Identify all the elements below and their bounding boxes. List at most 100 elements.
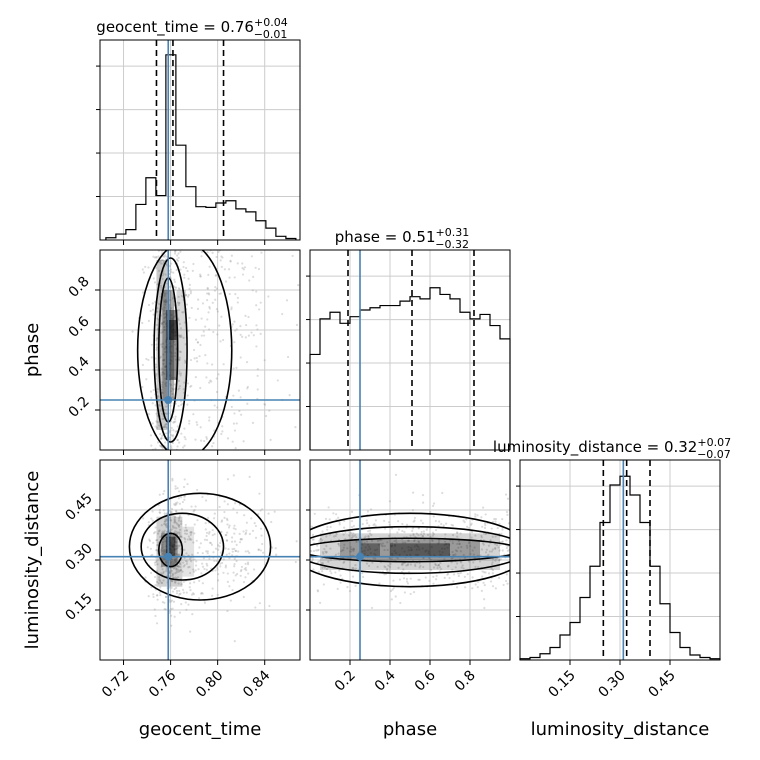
scatter-point: [405, 577, 409, 581]
scatter-point: [494, 535, 497, 538]
density-block-2: [165, 310, 178, 380]
scatter-point: [152, 388, 155, 392]
scatter-point: [457, 540, 461, 543]
ytick-label-phase-3: 0.8: [66, 274, 93, 301]
scatter-point: [169, 561, 172, 564]
scatter-point: [388, 557, 391, 560]
hist-geocent_time: [105, 54, 297, 240]
scatter-point: [246, 387, 249, 390]
scatter-point: [179, 336, 182, 339]
scatter-point: [255, 304, 258, 307]
scatter-point: [487, 553, 490, 556]
scatter-point: [178, 533, 181, 536]
scatter-point: [168, 539, 171, 542]
scatter-point: [151, 422, 154, 425]
scatter-point: [267, 295, 270, 298]
scatter-point: [168, 431, 172, 434]
scatter-point: [160, 445, 163, 448]
scatter-point: [215, 308, 219, 311]
scatter-point: [169, 600, 173, 603]
scatter-point: [389, 589, 393, 593]
scatter-point: [175, 521, 178, 525]
scatter-point: [162, 309, 166, 312]
scatter-point: [185, 532, 188, 536]
scatter-point: [405, 580, 409, 583]
scatter-point: [240, 568, 243, 572]
scatter-point: [219, 541, 222, 545]
scatter-point: [189, 385, 192, 388]
scatter-point: [256, 388, 259, 391]
scatter-point: [165, 518, 168, 521]
scatter-point: [158, 261, 161, 264]
scatter-point: [169, 299, 172, 302]
scatter-point: [164, 608, 167, 611]
scatter-point: [259, 301, 262, 304]
scatter-point: [196, 341, 200, 344]
scatter-point: [183, 538, 187, 541]
scatter-point: [164, 365, 167, 368]
scatter-point: [437, 563, 440, 567]
scatter-point: [342, 533, 345, 536]
scatter-point: [505, 546, 509, 550]
scatter-point: [183, 427, 186, 430]
scatter-point: [149, 547, 152, 550]
scatter-point: [414, 535, 417, 538]
scatter-point: [329, 525, 332, 529]
scatter-point: [176, 259, 180, 262]
scatter-point: [192, 541, 195, 544]
scatter-point: [241, 335, 244, 338]
scatter-point: [424, 576, 427, 579]
scatter-point: [177, 379, 180, 383]
scatter-point: [480, 536, 483, 539]
scatter-point: [179, 569, 182, 572]
scatter-point: [162, 255, 165, 258]
scatter-point: [175, 553, 178, 556]
scatter-point: [371, 561, 374, 564]
scatter-point: [226, 523, 229, 526]
scatter-point: [391, 544, 394, 547]
scatter-point: [234, 447, 237, 450]
scatter-point: [316, 561, 319, 564]
scatter-point: [498, 549, 501, 552]
scatter-point: [161, 572, 165, 575]
ytick-label-phase-0: 0.2: [66, 394, 93, 421]
contour-0-1: [153, 257, 188, 443]
scatter-point: [161, 568, 164, 571]
scatter-point: [474, 565, 477, 568]
scatter-point: [160, 383, 164, 386]
scatter-point: [173, 250, 177, 253]
scatter-point: [179, 268, 182, 271]
scatter-point: [165, 545, 168, 548]
scatter-point: [144, 576, 147, 579]
scatter-point: [163, 320, 166, 323]
xtick-label-geocent_time-2: 0.80: [193, 668, 226, 701]
scatter-point: [233, 547, 236, 551]
scatter-point: [242, 595, 245, 599]
scatter-point: [470, 536, 473, 539]
scatter-point: [208, 541, 212, 544]
scatter-point: [169, 575, 172, 578]
scatter-point: [156, 421, 159, 424]
scatter-point: [174, 420, 177, 423]
scatter-point: [233, 565, 236, 568]
scatter-point: [212, 330, 215, 334]
scatter-point: [329, 547, 332, 550]
scatter-point: [234, 549, 237, 553]
scatter-point: [155, 549, 158, 552]
scatter-point: [172, 560, 175, 564]
scatter-point: [411, 491, 415, 494]
scatter-point: [174, 558, 177, 561]
scatter-point: [221, 430, 224, 433]
scatter-point: [171, 396, 174, 399]
scatter-point: [507, 545, 510, 548]
scatter-point: [263, 403, 267, 406]
scatter-point: [409, 577, 412, 580]
scatter-point: [170, 563, 173, 566]
scatter-point: [370, 539, 374, 542]
scatter-point: [239, 538, 242, 541]
scatter-point: [342, 561, 345, 564]
scatter-point: [390, 552, 394, 556]
scatter-point: [346, 586, 349, 589]
scatter-point: [178, 525, 181, 528]
scatter-point: [376, 565, 379, 568]
